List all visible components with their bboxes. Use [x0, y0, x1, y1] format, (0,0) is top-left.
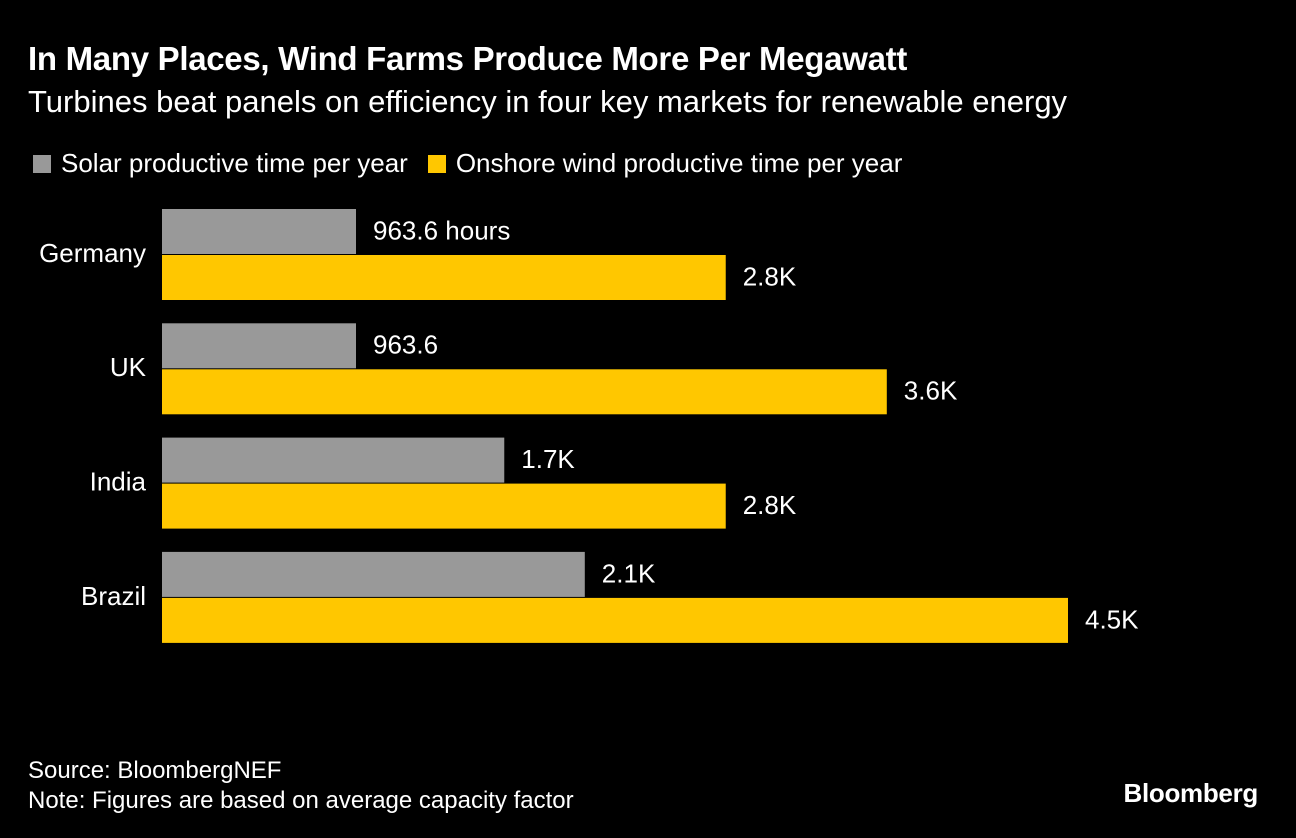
value-label-solar: 963.6 [373, 330, 438, 360]
legend-label-wind: Onshore wind productive time per year [455, 148, 903, 178]
legend-label-solar: Solar productive time per year [61, 148, 408, 178]
legend: Solar productive time per year Onshore w… [33, 148, 922, 179]
category-label: Germany [39, 238, 146, 268]
value-label-solar: 963.6 hours [373, 215, 510, 245]
footnote: Note: Figures are based on average capac… [28, 787, 574, 814]
value-label-wind: 2.8K [743, 261, 797, 291]
legend-swatch-wind [427, 154, 446, 173]
bar-wind [162, 597, 1068, 643]
bar-solar [162, 437, 505, 483]
chart-subtitle: Turbines beat panels on efficiency in fo… [28, 84, 1068, 119]
bar-wind [162, 255, 726, 300]
value-label-wind: 4.5K [1085, 604, 1139, 634]
bar-solar [162, 209, 357, 254]
value-label-wind: 3.6K [904, 376, 958, 406]
source-note: Source: BloombergNEF [28, 757, 282, 784]
legend-item-wind: Onshore wind productive time per year [427, 148, 903, 179]
chart-title: In Many Places, Wind Farms Produce More … [28, 40, 908, 77]
bar-solar [162, 323, 357, 369]
footer: Source: BloombergNEF Note: Figures are b… [28, 756, 574, 816]
category-label: India [90, 466, 147, 496]
legend-swatch-solar [33, 154, 51, 173]
value-label-solar: 2.1K [602, 558, 656, 588]
value-label-wind: 2.8K [743, 490, 797, 520]
bar-solar [162, 551, 585, 597]
category-label: UK [110, 352, 147, 382]
bar-wind [162, 483, 726, 529]
bloomberg-logo: Bloomberg [1123, 778, 1258, 808]
legend-item-solar: Solar productive time per year [33, 148, 408, 179]
bar-chart: Germany 963.6 hours 2.8K UK 963.6 3.6K India 1.… [39, 209, 1139, 643]
bar-wind [162, 369, 887, 415]
value-label-solar: 1.7K [521, 444, 575, 474]
category-label: Brazil [81, 581, 146, 611]
